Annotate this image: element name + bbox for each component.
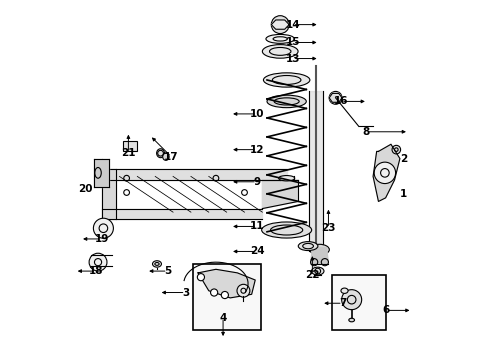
Ellipse shape: [309, 244, 328, 255]
Text: 3: 3: [182, 288, 189, 297]
Circle shape: [271, 16, 288, 33]
Text: 13: 13: [285, 54, 299, 64]
Text: 6: 6: [381, 305, 388, 315]
Text: 1: 1: [399, 189, 406, 199]
Text: 19: 19: [94, 234, 108, 244]
Ellipse shape: [163, 153, 169, 160]
Text: 5: 5: [164, 266, 171, 276]
Text: 9: 9: [253, 177, 260, 187]
Ellipse shape: [261, 222, 311, 238]
Ellipse shape: [311, 267, 324, 275]
Polygon shape: [102, 169, 116, 219]
Ellipse shape: [340, 288, 347, 293]
Polygon shape: [102, 208, 262, 219]
Text: 24: 24: [249, 247, 264, 256]
Text: 20: 20: [78, 184, 93, 194]
Ellipse shape: [156, 149, 164, 158]
Bar: [192, 264, 260, 330]
Circle shape: [221, 292, 228, 298]
Ellipse shape: [298, 242, 317, 251]
Ellipse shape: [152, 261, 161, 267]
Text: 15: 15: [285, 37, 299, 48]
Text: 2: 2: [399, 154, 406, 163]
Text: 7: 7: [338, 298, 346, 308]
Text: 12: 12: [249, 145, 264, 155]
Ellipse shape: [278, 176, 294, 181]
Bar: [123, 141, 137, 152]
Circle shape: [237, 284, 249, 297]
Circle shape: [93, 218, 113, 238]
Circle shape: [373, 162, 395, 184]
Circle shape: [210, 289, 217, 296]
Text: 11: 11: [249, 221, 264, 231]
Polygon shape: [328, 93, 341, 102]
Text: 8: 8: [362, 127, 369, 137]
Text: 21: 21: [121, 148, 135, 158]
Polygon shape: [198, 269, 255, 298]
Ellipse shape: [266, 95, 305, 108]
Text: 16: 16: [333, 96, 347, 107]
Ellipse shape: [262, 45, 298, 58]
Text: 14: 14: [285, 19, 300, 30]
Bar: [331, 275, 385, 330]
Polygon shape: [308, 91, 323, 251]
Text: 10: 10: [249, 109, 264, 119]
Polygon shape: [372, 144, 399, 202]
Ellipse shape: [263, 73, 309, 87]
Polygon shape: [262, 180, 298, 208]
Ellipse shape: [265, 35, 294, 43]
Text: 18: 18: [89, 266, 103, 276]
Polygon shape: [271, 20, 288, 29]
Circle shape: [391, 145, 400, 154]
Text: 17: 17: [163, 152, 178, 162]
Circle shape: [197, 274, 204, 281]
Text: 22: 22: [305, 270, 319, 280]
Circle shape: [341, 290, 361, 310]
Polygon shape: [94, 158, 108, 187]
Text: 23: 23: [321, 223, 335, 233]
Text: 4: 4: [219, 312, 226, 323]
Circle shape: [328, 91, 341, 104]
Circle shape: [89, 253, 107, 271]
Polygon shape: [102, 169, 287, 180]
Polygon shape: [310, 248, 328, 264]
Ellipse shape: [348, 318, 354, 322]
